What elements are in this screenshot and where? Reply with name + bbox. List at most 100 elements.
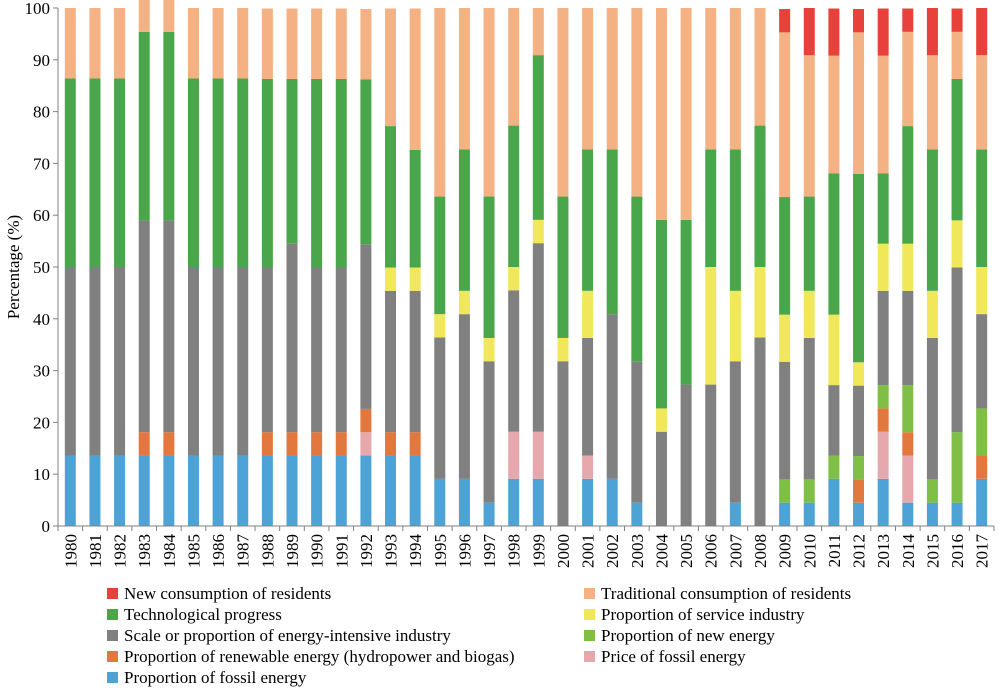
bar-segment [409,290,421,433]
legend-label: Price of fossil energy [601,647,746,666]
bar-segment [89,8,101,79]
bar-segment [385,455,397,526]
bar-segment [409,455,421,526]
bar-segment [828,173,840,315]
bar-segment [89,267,101,456]
bar-segment [212,267,224,456]
bar-segment [286,8,298,79]
x-tick-label: 1988 [258,534,277,568]
bar-segment [779,32,791,198]
y-tick-label: 10 [33,465,50,484]
bar-segment [163,220,175,433]
y-tick-label: 100 [25,0,51,18]
bar-segment [902,290,914,386]
bar-segment [606,478,618,526]
bar-segment [926,290,938,338]
bar-segment [779,9,791,33]
bar-segment [631,196,643,362]
bar-segment [877,431,889,479]
legend-label: Proportion of fossil energy [124,668,307,687]
bar-segment [582,149,594,291]
x-tick-label: 2006 [702,534,721,568]
bar-segment [803,337,815,480]
x-tick-label: 1986 [209,534,228,568]
bar-segment [532,478,544,526]
bar-segment [582,478,594,526]
bar-segment [237,8,249,79]
bar-segment [853,456,865,480]
x-tick-label: 1990 [308,534,327,568]
bar-segment [508,125,520,267]
bar-segment [138,432,150,456]
bar-segment [286,455,298,526]
x-tick-label: 2016 [948,534,967,568]
x-tick-label: 1983 [135,534,154,568]
x-tick-label: 2003 [628,534,647,568]
x-tick-label: 1997 [480,534,499,569]
bar-segment [582,337,594,456]
x-tick-label: 1991 [332,534,351,568]
bar-segment [877,173,889,244]
bar-segment [458,314,470,479]
bar-segment [483,361,495,503]
x-tick-label: 2012 [850,534,869,568]
bar-segment [705,149,717,267]
bar-segment [286,78,298,244]
bar-segment [853,9,865,33]
bar-segment [877,55,889,174]
bar-segment [926,149,938,291]
x-tick-label: 1993 [382,534,401,568]
y-tick-label: 0 [42,517,51,536]
bar-segment [902,385,914,433]
bar-segment [311,267,323,433]
x-tick-label: 2002 [603,534,622,568]
bar-segment [853,479,865,503]
bar-segment [360,432,372,456]
bar-segment [138,0,150,32]
bar-segment [409,267,421,291]
x-tick-label: 1980 [61,534,80,568]
bar-segment [803,502,815,526]
bar-segment [655,408,667,432]
bar-segment [261,267,273,433]
bar-segment [779,479,791,503]
bar-segment [532,243,544,432]
bar-segment [705,384,717,526]
bars-layer [64,0,988,526]
x-tick-label: 2007 [726,534,745,569]
bar-segment [508,431,520,479]
bar-segment [114,455,126,526]
bar-segment [902,126,914,244]
bar-segment [64,455,76,526]
bar-segment [311,455,323,526]
bar-segment [606,8,618,150]
bar-segment [902,432,914,456]
bar-segment [853,32,865,174]
bar-segment [187,8,199,79]
bar-segment [976,149,988,267]
bar-segment [261,8,273,79]
bar-segment [828,8,840,56]
bar-segment [508,267,520,291]
bar-segment [976,455,988,479]
bar-segment [631,8,643,197]
bar-segment [434,478,446,526]
bar-segment [828,478,840,526]
bar-segment [64,78,76,267]
bar-segment [729,502,741,526]
bar-segment [261,432,273,456]
bar-segment [212,78,224,267]
bar-segment [828,314,840,386]
bar-segment [360,455,372,526]
bar-segment [532,431,544,479]
bar-segment [360,79,372,245]
bar-segment [582,455,594,479]
bar-segment [951,78,963,221]
bar-segment [705,267,717,385]
x-tick-label: 1996 [455,534,474,568]
bar-segment [458,8,470,150]
bar-segment [926,55,938,150]
y-tick-label: 60 [33,206,50,225]
bar-segment [409,432,421,456]
bar-segment [655,431,667,526]
